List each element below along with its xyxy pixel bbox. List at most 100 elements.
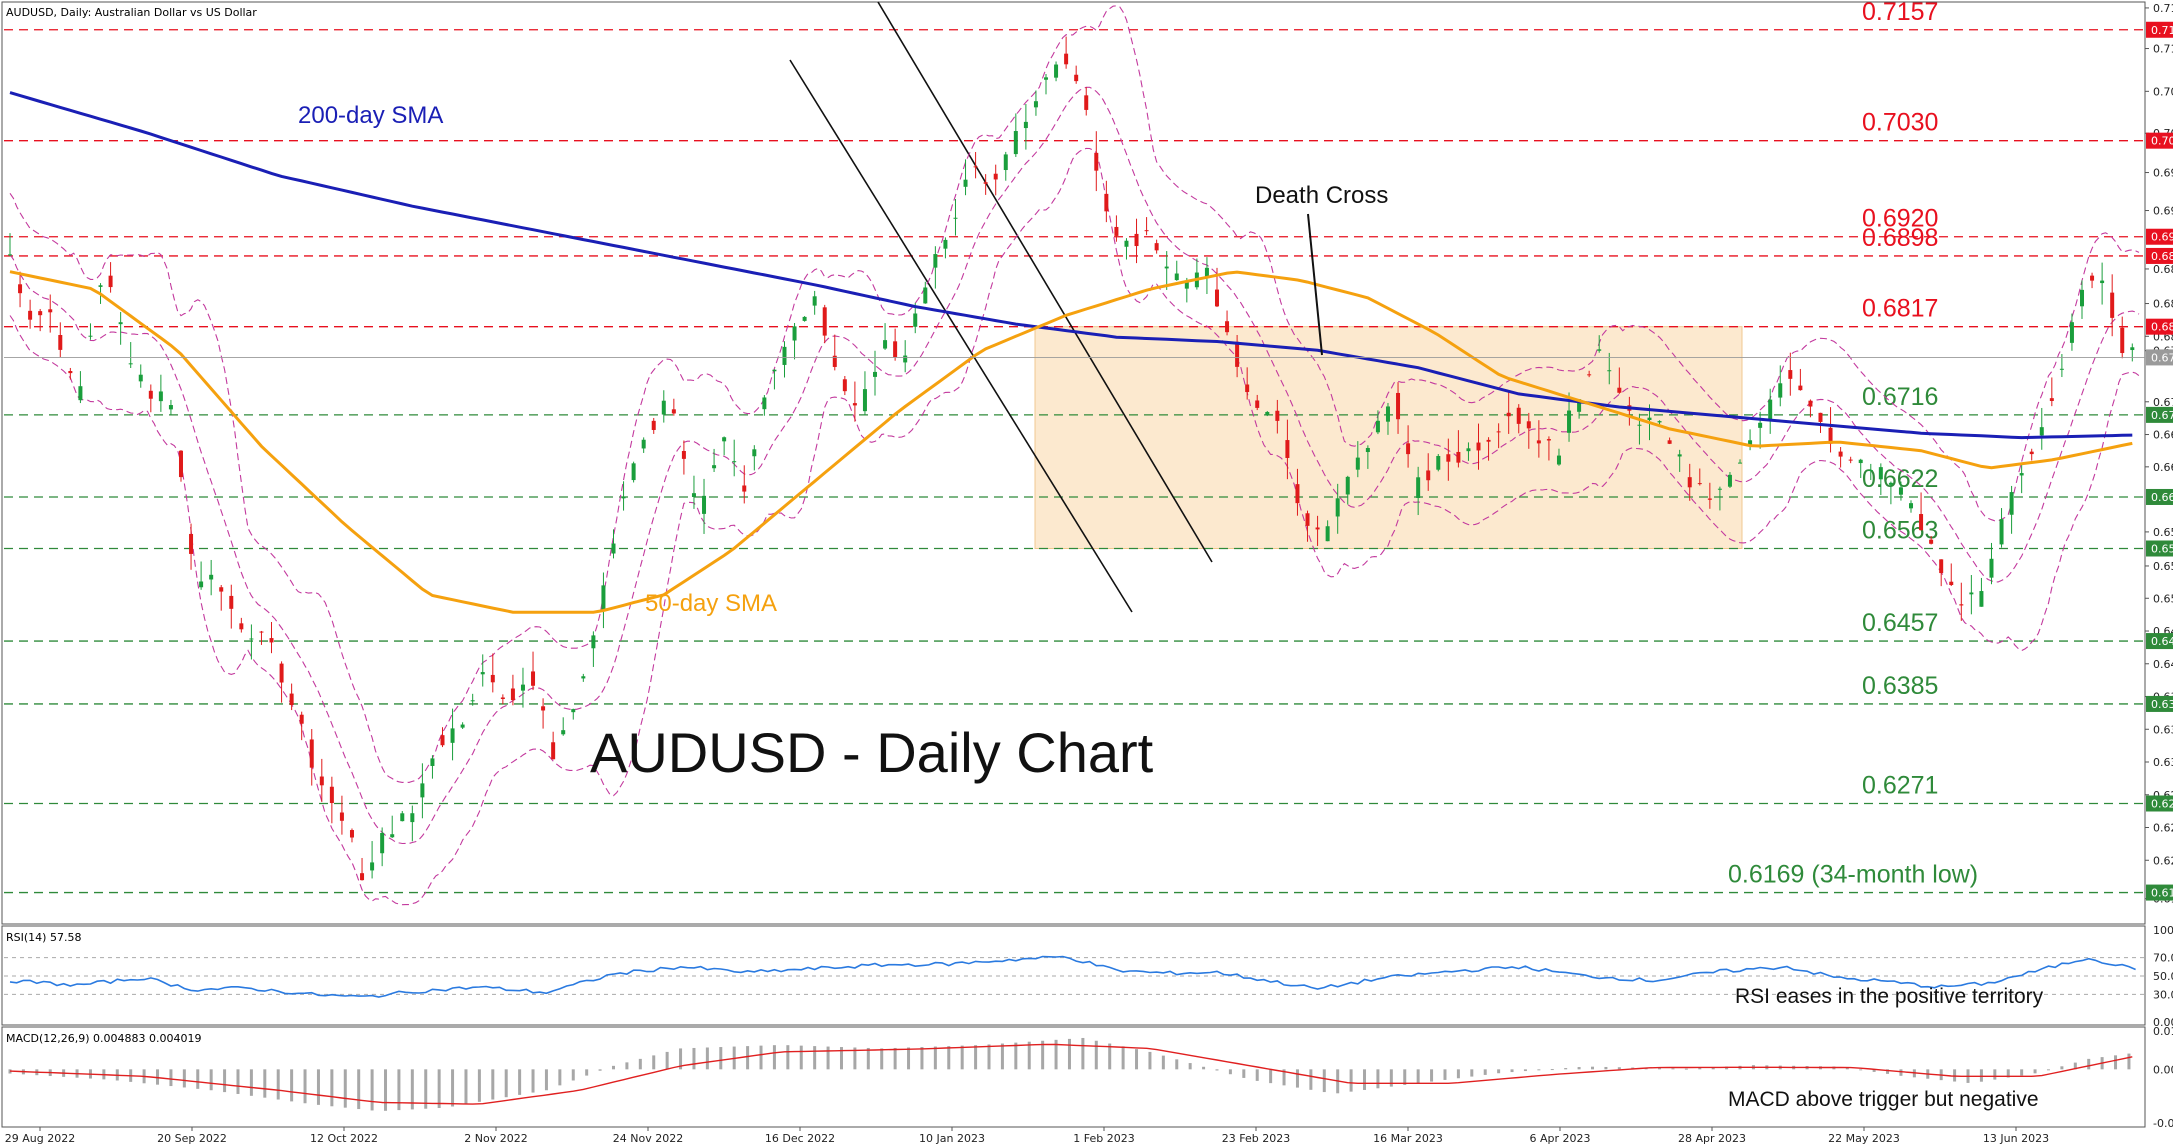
macd-hist-bar	[585, 1069, 589, 1076]
candle-body	[38, 311, 43, 316]
candle-body	[460, 724, 465, 728]
y-tick-label: 0.68831	[2153, 263, 2173, 276]
candle-body	[1245, 384, 1250, 393]
candle-body	[1396, 392, 1401, 420]
consolidation-range-box	[1034, 326, 1743, 549]
macd-hist-bar	[1349, 1069, 1353, 1092]
candle-body	[1597, 349, 1602, 351]
death-cross-label: Death Cross	[1255, 182, 1388, 209]
candle-body	[1436, 455, 1441, 470]
candle-body	[1406, 443, 1411, 455]
macd-hist-bar	[1282, 1069, 1286, 1086]
macd-hist-bar	[2114, 1055, 2118, 1070]
macd-hist-bar	[1497, 1069, 1501, 1074]
macd-hist-bar	[1389, 1069, 1393, 1087]
macd-hist-bar	[2060, 1066, 2064, 1070]
candle-body	[168, 405, 173, 410]
rsi-tick-label: 50.00	[2153, 970, 2173, 983]
candle-body	[279, 663, 284, 683]
macd-pane-frame	[1, 1026, 2146, 1128]
candle-body	[1315, 527, 1320, 530]
candle-body	[712, 465, 717, 469]
candle-body	[1044, 77, 1049, 80]
candle-body	[1848, 459, 1853, 461]
macd-hist-bar	[786, 1045, 790, 1070]
candle-body	[1778, 383, 1783, 398]
level-label-11: 0.6169 (34-month low)	[1728, 861, 1978, 889]
macd-hist-bar	[1872, 1069, 1876, 1072]
macd-hist-bar	[1175, 1059, 1179, 1070]
candle-body	[802, 316, 807, 321]
macd-hist-bar	[692, 1047, 696, 1070]
candle-body	[1466, 448, 1471, 452]
candle-body	[1878, 467, 1883, 480]
level-tag-box	[2146, 318, 2173, 335]
candle-body	[88, 335, 93, 337]
candle-body	[1949, 581, 1954, 586]
macd-hist-bar	[1376, 1069, 1380, 1089]
macd-hist-bar	[1121, 1046, 1125, 1070]
candle-body	[1345, 476, 1350, 495]
macd-hist-bar	[276, 1069, 280, 1100]
candle-body	[1184, 280, 1189, 289]
falling-channel-line-0	[789, 59, 1133, 613]
candle-body	[1888, 482, 1893, 485]
sma50-line	[9, 270, 2133, 614]
macd-hist-bar	[625, 1062, 629, 1070]
candle-body	[420, 783, 425, 798]
candle-body	[68, 371, 73, 374]
level-tag-box	[2146, 132, 2173, 149]
macd-hist-bar	[1202, 1066, 1206, 1070]
candle-body	[742, 485, 747, 492]
candle-body	[1094, 152, 1099, 171]
candle-body	[1717, 488, 1722, 490]
candle-body	[792, 326, 797, 341]
macd-hist-bar	[558, 1069, 562, 1086]
candle-body	[1174, 273, 1179, 281]
candle-body	[722, 437, 727, 442]
macd-hist-bar	[1550, 1069, 1554, 1071]
candle-body	[1526, 421, 1531, 429]
x-tick-label: 28 Apr 2023	[1678, 1132, 1746, 1145]
macd-hist-bar	[880, 1048, 884, 1070]
macd-hist-bar	[1845, 1068, 1849, 1070]
candle-body	[219, 587, 224, 592]
bollinger-lower	[9, 147, 2140, 906]
candle-body	[862, 389, 867, 412]
x-tick-label: 24 Nov 2022	[613, 1132, 683, 1145]
candle-body	[1214, 289, 1219, 307]
macd-hist-bar	[1148, 1051, 1152, 1070]
rsi-tick-label: 0.00	[2153, 1016, 2173, 1029]
candle-body	[1577, 399, 1582, 412]
candle-body	[702, 495, 707, 514]
candle-body	[681, 450, 686, 459]
macd-hist-bar	[1523, 1069, 1527, 1072]
x-tick-label: 29 Aug 2022	[5, 1132, 75, 1145]
candle-body	[551, 742, 556, 760]
y-tick-label: 0.71820	[2153, 2, 2173, 15]
candle-body	[490, 674, 495, 683]
y-tick-label: 0.66565	[2153, 461, 2173, 474]
candle-body	[1516, 407, 1521, 424]
candle-body	[601, 585, 606, 612]
macd-hist-bar	[1537, 1069, 1541, 1071]
x-tick-label: 22 May 2023	[1828, 1132, 1900, 1145]
macd-hist-bar	[223, 1069, 227, 1093]
level-tag-box	[2146, 633, 2173, 650]
candle-body	[1506, 412, 1511, 417]
x-tick-label: 12 Oct 2022	[310, 1132, 378, 1145]
rsi-note: RSI eases in the positive territory	[1735, 985, 2044, 1008]
level-label-0: 0.7157	[1862, 0, 1938, 26]
macd-hist-bar	[1014, 1042, 1018, 1070]
macd-hist-bar	[1161, 1055, 1165, 1070]
y-tick-label: 0.63560	[2153, 723, 2173, 736]
candle-body	[329, 786, 334, 804]
level-label-1: 0.7030	[1862, 109, 1938, 137]
candle-body	[1496, 431, 1501, 433]
